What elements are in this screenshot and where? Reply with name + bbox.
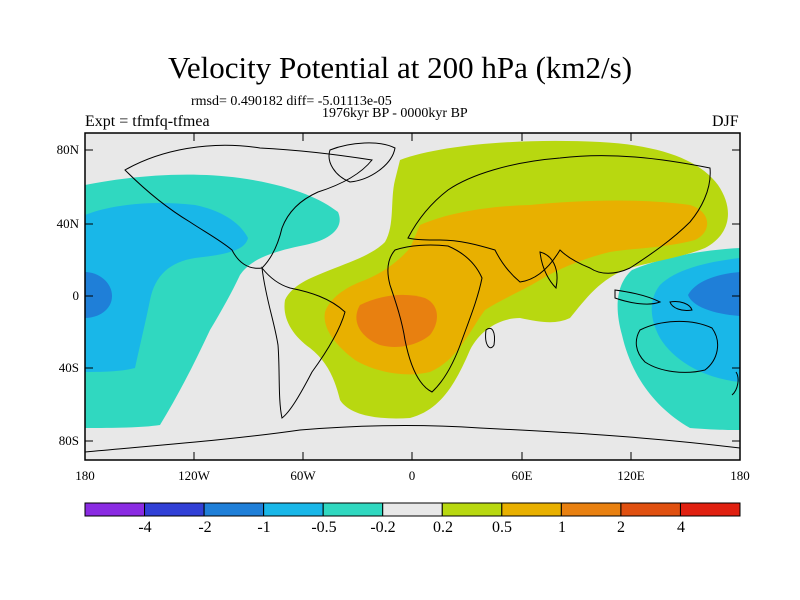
lat-label-40n: 40N — [56, 216, 79, 231]
lon-label-60e: 60E — [511, 468, 533, 483]
colorbar-label-8: 1 — [558, 519, 566, 536]
coastline-australia — [635, 320, 719, 373]
positive-core-2 — [356, 294, 437, 347]
coastline-south-america — [261, 266, 346, 419]
colorbar — [84, 502, 741, 517]
colorbar-box-3 — [203, 502, 265, 517]
coastline-eurasia — [407, 155, 711, 283]
colorbar-box-5 — [322, 502, 384, 517]
colorbar-box-9 — [560, 502, 622, 517]
coastline-new-guinea — [669, 301, 693, 311]
axis-ticks — [84, 133, 741, 460]
colorbar-box-1 — [84, 502, 146, 517]
colorbar-label-3: -1 — [257, 519, 271, 536]
lon-label-120e: 120E — [617, 468, 645, 483]
colorbar-box-8 — [501, 502, 562, 517]
colorbar-box-10 — [620, 502, 681, 517]
coastlines — [85, 142, 740, 453]
coastline-indonesia — [614, 289, 662, 305]
colorbar-box-2 — [144, 502, 205, 517]
colorbar-label-1: -4 — [138, 519, 152, 536]
colorbar-label-10: 4 — [677, 519, 685, 536]
season-label: DJF — [712, 113, 739, 130]
chart-subtitle: 1976kyr BP - 0000kyr BP — [322, 106, 468, 121]
colorbar-label-2: -2 — [198, 519, 212, 536]
colorbar-box-7 — [441, 502, 503, 517]
colorbar-label-7: 0.5 — [492, 519, 512, 536]
lon-label-120w: 120W — [178, 468, 210, 483]
colorbar-label-9: 2 — [617, 519, 625, 536]
coastline-india — [539, 251, 558, 290]
coastline-new-zealand — [731, 371, 739, 396]
coastline-north-america — [124, 144, 373, 269]
colorbar-label-5: -0.2 — [370, 519, 396, 536]
colorbar-label-6: 0.2 — [433, 519, 453, 536]
coastline-greenland — [328, 142, 396, 183]
map-field — [85, 133, 740, 460]
lat-label-80n: 80N — [56, 142, 79, 157]
negative-core-east-2 — [688, 272, 740, 316]
coastline-antarctica — [85, 425, 740, 453]
lon-label-0: 0 — [408, 468, 416, 483]
colorbar-box-6 — [382, 502, 443, 517]
lat-label-80s: 80S — [58, 433, 79, 448]
negative-core-west-1 — [85, 203, 248, 372]
lon-label-180w: 180 — [75, 468, 95, 483]
colorbar-box-4 — [263, 502, 324, 517]
coastline-africa — [387, 244, 483, 393]
colorbar-box-11 — [679, 502, 741, 517]
lat-label-0: 0 — [72, 288, 80, 303]
stats-text: rmsd= 0.490182 diff= -5.01113e-05 — [191, 94, 392, 109]
colorbar-label-4: -0.5 — [311, 519, 337, 536]
coastline-madagascar — [485, 327, 495, 349]
lat-label-40s: 40S — [58, 360, 79, 375]
chart-title: Velocity Potential at 200 hPa (km2/s) — [167, 50, 633, 85]
lon-label-60w: 60W — [290, 468, 316, 483]
experiment-label: Expt = tfmfq-tfmea — [85, 113, 210, 130]
negative-core-west-2 — [85, 272, 112, 318]
lon-label-180e: 180 — [730, 468, 750, 483]
